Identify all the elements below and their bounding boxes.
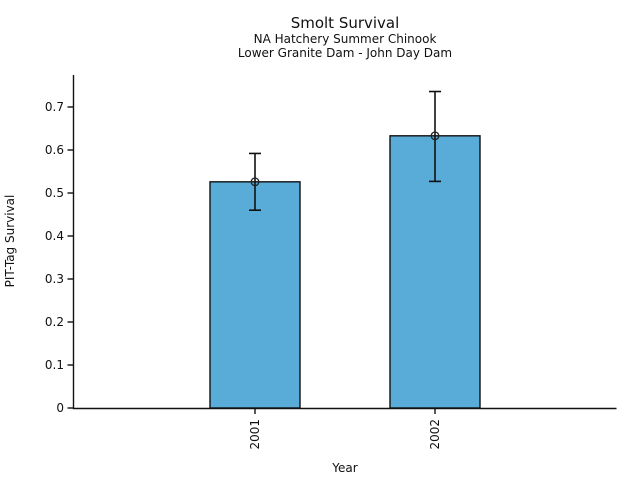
x-tick-label-2002: 2002 — [428, 419, 442, 450]
point-marker-2002 — [430, 131, 440, 141]
chart-subtitle-line2: Lower Granite Dam - John Day Dam — [238, 46, 452, 60]
y-tick-label: 0.6 — [45, 143, 64, 157]
y-tick-label: 0.4 — [45, 229, 64, 243]
bar-2001 — [209, 181, 301, 409]
chart-title: Smolt Survival — [291, 14, 400, 32]
y-tick-label: 0.5 — [45, 186, 64, 200]
y-axis-title: PIT-Tag Survival — [3, 195, 17, 288]
x-tick-label-2001: 2001 — [248, 419, 262, 450]
y-tick-label: 0.7 — [45, 100, 64, 114]
y-tick-label: 0.2 — [45, 315, 64, 329]
chart-subtitle-line1: NA Hatchery Summer Chinook — [254, 32, 437, 46]
y-tick-label: 0.1 — [45, 358, 64, 372]
plot-area: 0 0.1 0.2 0.3 0.4 0.5 0.6 0.7 2001 2002 — [45, 75, 617, 450]
y-tick-label: 0 — [56, 401, 64, 415]
y-tick-label: 0.3 — [45, 272, 64, 286]
point-marker-2001 — [250, 177, 260, 187]
x-axis-title: Year — [331, 461, 357, 475]
